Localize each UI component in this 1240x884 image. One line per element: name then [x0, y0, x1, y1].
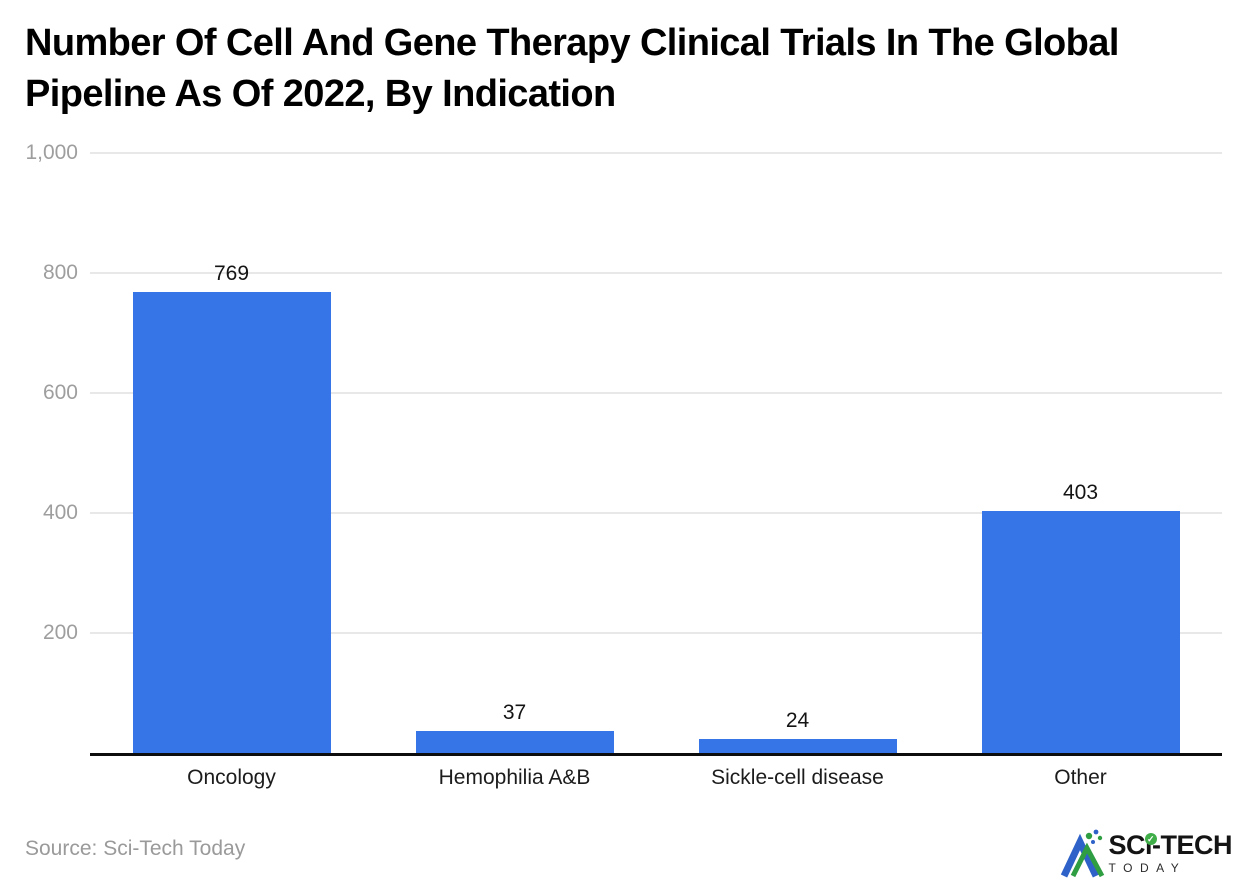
bar-oncology	[132, 291, 331, 753]
logo-main-label: SCi-TECH	[1108, 830, 1233, 860]
gridline	[90, 272, 1222, 274]
x-tick-label: Oncology	[187, 766, 276, 789]
y-tick-label: 600	[42, 381, 78, 404]
y-tick-label: 400	[42, 501, 78, 524]
gridline	[90, 512, 1222, 514]
scitech-logo-icon	[1060, 829, 1104, 878]
gridline	[90, 152, 1222, 154]
x-tick-label: Other	[1054, 766, 1107, 789]
plot-area: 769 37 24 403	[90, 152, 1222, 756]
y-tick-label: 800	[42, 261, 78, 284]
y-tick-label: 200	[42, 621, 78, 644]
bar-value-label: 24	[785, 708, 810, 732]
gridline	[90, 392, 1222, 394]
bar-value-label: 769	[213, 261, 250, 285]
logo-sub-text: TODAY	[1108, 861, 1187, 875]
bar-sickle-cell-disease	[698, 738, 897, 753]
logo-main-text: SCi-TECH ✓	[1109, 831, 1233, 860]
x-tick-label: Hemophilia A&B	[438, 766, 591, 789]
bar-value-label: 37	[502, 700, 527, 724]
bar-other	[981, 511, 1180, 753]
logo-text: SCi-TECH ✓ TODAY	[1108, 831, 1233, 876]
x-axis: Oncology Hemophilia A&B Sickle-cell diseas…	[90, 764, 1222, 796]
x-tick-label: Sickle-cell disease	[711, 766, 884, 789]
bar-value-label: 403	[1062, 481, 1099, 505]
y-axis: 200 400 600 800 1,000	[0, 142, 78, 753]
y-tick-label: 1,000	[25, 141, 78, 164]
scitech-logo: SCi-TECH ✓ TODAY	[1059, 827, 1233, 879]
gridline	[90, 632, 1222, 634]
source-note: Source: Sci-Tech Today	[25, 837, 246, 860]
bar-hemophilia-a-b	[415, 730, 614, 753]
check-icon: ✓	[1144, 833, 1157, 845]
chart-title: Number Of Cell And Gene Therapy Clinical…	[25, 22, 1119, 115]
